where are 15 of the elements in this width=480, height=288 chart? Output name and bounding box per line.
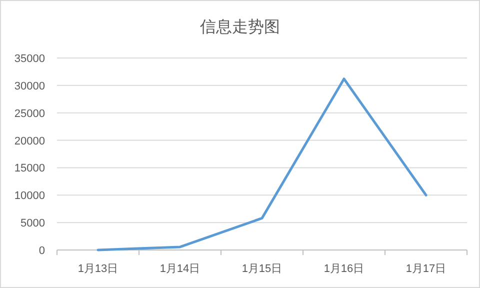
- x-tick-label: 1月15日: [242, 263, 282, 275]
- y-tick-label: 5000: [20, 218, 45, 230]
- line-series: [96, 78, 428, 252]
- y-tick-label: 10000: [14, 190, 45, 202]
- y-tick-label: 25000: [14, 108, 45, 120]
- chart-title: 信息走势图: [200, 18, 280, 36]
- x-tick-label: 1月16日: [324, 263, 364, 275]
- y-tick-label: 35000: [14, 53, 45, 65]
- y-tick-label: 15000: [14, 162, 45, 175]
- y-tick-label: 20000: [14, 135, 45, 148]
- x-tick-label: 1月14日: [160, 263, 200, 275]
- y-tick-label: 30000: [14, 80, 45, 92]
- y-tick-label: 0: [38, 245, 45, 257]
- x-tick-label: 1月17日: [406, 263, 446, 275]
- x-tick-label: 1月13日: [78, 263, 118, 275]
